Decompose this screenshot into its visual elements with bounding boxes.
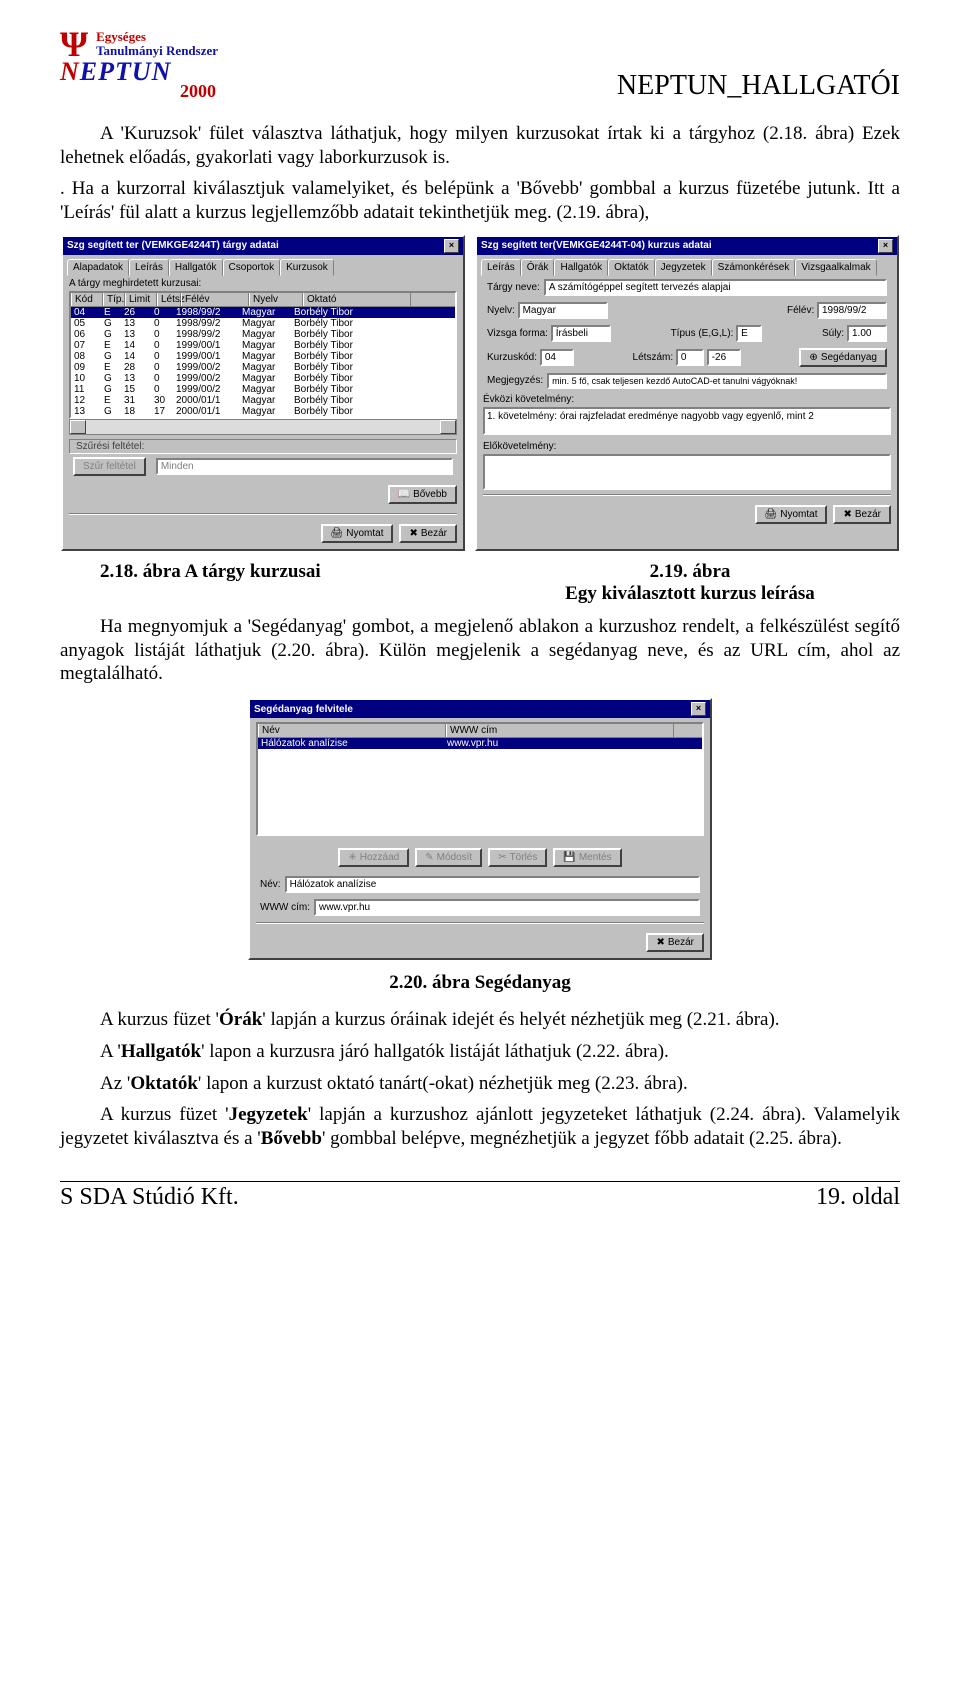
- tab-hallgatok[interactable]: Hallgatók: [169, 259, 223, 276]
- course-list[interactable]: Kód Típ. Limit Létsz Félév Nyelv Oktató …: [69, 291, 457, 419]
- list-item[interactable]: Hálózatok analízise www.vpr.hu: [258, 738, 702, 749]
- bezar-button[interactable]: ✖ Bezár: [646, 933, 704, 952]
- suly-input[interactable]: 1.00: [847, 325, 887, 342]
- www-label: WWW cím:: [260, 902, 310, 913]
- table-row[interactable]: 10G1301999/00/2MagyarBorbély Tibor: [71, 373, 455, 384]
- caption-2-19: 2.19. ábra Egy kiválasztott kurzus leírá…: [480, 561, 900, 605]
- segedanyag-button[interactable]: ⊕ Segédanyag: [799, 348, 887, 367]
- evkozi-textbox[interactable]: 1. követelmény: órai rajzfeladat eredmén…: [483, 407, 891, 435]
- table-row[interactable]: 04E2601998/99/2MagyarBorbély Tibor: [71, 307, 455, 318]
- logo-subtitle: Egységes Tanulmányi Rendszer: [96, 30, 218, 59]
- megjegyzes-label: Megjegyzés:: [487, 375, 543, 386]
- tab-alapadatok[interactable]: Alapadatok: [67, 259, 129, 276]
- caption-2-18: 2.18. ábra A tárgy kurzusai: [60, 561, 478, 605]
- mentes-button[interactable]: 💾 Mentés: [553, 848, 621, 867]
- tab-csoportok[interactable]: Csoportok: [223, 259, 281, 276]
- filter-button[interactable]: Szűr feltétel: [73, 457, 146, 476]
- felev-input[interactable]: 1998/99/2: [817, 302, 887, 319]
- footer-left: S SDA Stúdió Kft.: [60, 1184, 239, 1211]
- dialog-kurzusai: Szg segített ter (VEMKGE4244T) tárgy ada…: [61, 235, 465, 551]
- tab-hallgatok[interactable]: Hallgatók: [554, 259, 608, 276]
- vizsga-input[interactable]: Írásbeli: [551, 325, 611, 342]
- targy-input[interactable]: A számítógéppel segített tervezés alapja…: [544, 279, 887, 296]
- megjegyzes-input[interactable]: min. 5 fő, csak teljesen kezdő AutoCAD-e…: [547, 373, 887, 389]
- table-row[interactable]: 08G1401999/00/1MagyarBorbély Tibor: [71, 351, 455, 362]
- letszam-input2[interactable]: -26: [707, 349, 741, 366]
- nyomtat-button[interactable]: 🖨 Nyomtat: [755, 505, 828, 524]
- nyomtat-button[interactable]: 🖨 Nyomtat: [321, 524, 394, 543]
- tab-kurzusok[interactable]: Kurzusok: [280, 259, 334, 276]
- paragraph-4: A kurzus füzet 'Órák' lapján a kurzus ór…: [60, 1008, 900, 1032]
- tab-jegyzetek[interactable]: Jegyzetek: [655, 259, 712, 276]
- caption-2-20: 2.20. ábra Segédanyag: [60, 972, 900, 994]
- table-row[interactable]: 12E31302000/01/1MagyarBorbély Tibor: [71, 395, 455, 406]
- tab-szamonkeresek[interactable]: Számonkérések: [712, 259, 796, 276]
- evkozi-label: Évközi követelmény:: [477, 392, 897, 407]
- suly-label: Súly:: [822, 328, 844, 339]
- elokov-textbox[interactable]: [483, 454, 891, 490]
- tab-oktatok[interactable]: Oktatók: [608, 259, 654, 276]
- hozzaad-button[interactable]: ✳ Hozzáad: [338, 848, 409, 867]
- nyelv-input[interactable]: Magyar: [518, 302, 608, 319]
- bovebb-button[interactable]: 📖 Bővebb: [388, 485, 457, 504]
- close-icon[interactable]: ×: [444, 239, 459, 253]
- logo-icon: Ψ: [60, 30, 88, 59]
- tab-leiras[interactable]: Leírás: [129, 259, 169, 276]
- table-row[interactable]: 13G18172000/01/1MagyarBorbély Tibor: [71, 406, 455, 417]
- dialog1-tabs: Alapadatok Leírás Hallgatók Csoportok Ku…: [63, 255, 463, 276]
- modosit-button[interactable]: ✎ Módosít: [415, 848, 482, 867]
- tipus-input[interactable]: E: [736, 325, 762, 342]
- letszam-input1[interactable]: 0: [676, 349, 704, 366]
- table-row[interactable]: 11G1501999/00/2MagyarBorbély Tibor: [71, 384, 455, 395]
- paragraph-5: A 'Hallgatók' lapon a kurzusra járó hall…: [60, 1040, 900, 1064]
- tab-leiras[interactable]: Leírás: [481, 259, 521, 276]
- kod-input[interactable]: 04: [540, 349, 574, 366]
- nyelv-label: Nyelv:: [487, 305, 515, 316]
- paragraph-3: Ha megnyomjuk a 'Segédanyag' gombot, a m…: [60, 615, 900, 686]
- dialog3-title: Segédanyag felvitele: [254, 704, 353, 715]
- table-row[interactable]: 07E1401999/00/1MagyarBorbély Tibor: [71, 340, 455, 351]
- paragraph-2: . Ha a kurzorral kiválasztjuk valamelyik…: [60, 177, 900, 225]
- dialog-segedanyag: Segédanyag felvitele × Név WWW cím Hálóz…: [248, 698, 712, 960]
- tipus-label: Típus (E,G,L):: [671, 328, 734, 339]
- close-icon[interactable]: ×: [691, 702, 706, 716]
- kod-label: Kurzuskód:: [487, 352, 537, 363]
- bezar-button[interactable]: ✖ Bezár: [833, 505, 891, 524]
- list-label: A tárgy meghirdetett kurzusai:: [63, 276, 463, 291]
- dialog-kurzus-leiras: Szg segített ter(VEMKGE4244T-04) kurzus …: [475, 235, 899, 551]
- torles-button[interactable]: ✂ Törlés: [488, 848, 547, 867]
- dialog2-tabs: Leírás Órák Hallgatók Oktatók Jegyzetek …: [477, 255, 897, 276]
- elokov-label: Előkövetelmény:: [477, 439, 897, 454]
- footer-right: 19. oldal: [816, 1184, 900, 1211]
- targy-label: Tárgy neve:: [487, 282, 540, 293]
- paragraph-1: A 'Kuruzsok' fület választva láthatjuk, …: [60, 122, 900, 170]
- bezar-button[interactable]: ✖ Bezár: [399, 524, 457, 543]
- close-icon[interactable]: ×: [878, 239, 893, 253]
- segedanyag-list[interactable]: Név WWW cím Hálózatok analízise www.vpr.…: [256, 722, 704, 836]
- scrollbar[interactable]: [69, 419, 457, 435]
- felev-label: Félév:: [787, 305, 814, 316]
- dialog2-title: Szg segített ter(VEMKGE4244T-04) kurzus …: [481, 240, 712, 251]
- table-row[interactable]: 06G1301998/99/2MagyarBorbély Tibor: [71, 329, 455, 340]
- letszam-label: Létszám:: [633, 352, 674, 363]
- table-row[interactable]: 09E2801999/00/2MagyarBorbély Tibor: [71, 362, 455, 373]
- table-row[interactable]: 05G1301998/99/2MagyarBorbély Tibor: [71, 318, 455, 329]
- nev-label: Név:: [260, 879, 281, 890]
- tab-vizsgaalkalmak[interactable]: Vizsgaalkalmak: [795, 259, 876, 276]
- filter-input[interactable]: Minden: [156, 458, 453, 475]
- vizsga-label: Vizsga forma:: [487, 328, 548, 339]
- paragraph-7: A kurzus füzet 'Jegyzetek' lapján a kurz…: [60, 1103, 900, 1151]
- dialog1-title: Szg segített ter (VEMKGE4244T) tárgy ada…: [67, 240, 279, 251]
- paragraph-6: Az 'Oktatók' lapon a kurzust oktató taná…: [60, 1072, 900, 1096]
- filter-label: Szűrési feltétel:: [69, 439, 457, 454]
- nev-input[interactable]: Hálózatok analízise: [285, 876, 700, 893]
- www-input[interactable]: www.vpr.hu: [314, 899, 700, 916]
- tab-orak[interactable]: Órák: [521, 259, 555, 276]
